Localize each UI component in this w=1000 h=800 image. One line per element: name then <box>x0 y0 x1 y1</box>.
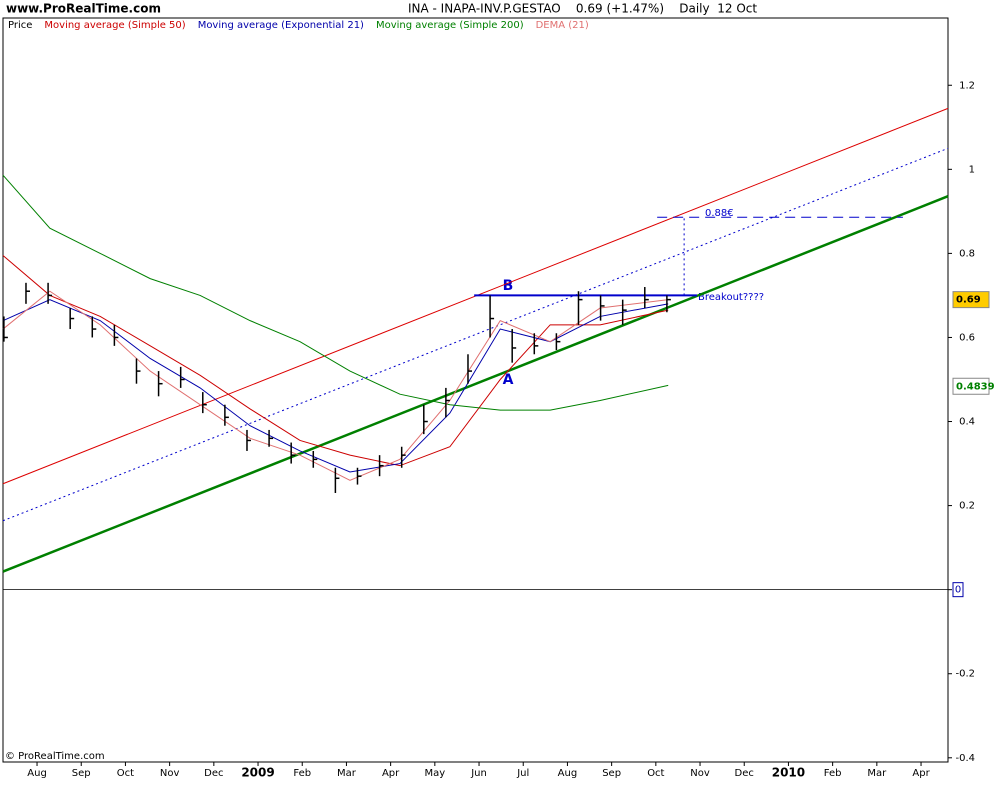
y-tick-label: -0.2 <box>955 669 975 680</box>
x-tick-label: Jun <box>470 768 487 779</box>
zero-label-box <box>952 582 964 598</box>
legend-entry: Moving average (Simple 200) <box>376 20 524 31</box>
moving-average <box>2 290 669 481</box>
x-tick-label: Sep <box>602 768 621 779</box>
x-tick-label: Apr <box>912 768 930 779</box>
price-tag: 0.4839 <box>956 381 995 392</box>
x-tick-label: Aug <box>27 768 47 779</box>
y-tick-label: 0.6 <box>959 332 975 343</box>
legend-entry: DEMA (21) <box>536 20 589 31</box>
x-tick-label: Oct <box>647 768 664 779</box>
x-tick-label: Nov <box>690 768 710 779</box>
price-tag-box <box>952 291 990 309</box>
moving-average <box>2 174 669 411</box>
site-name: www.ProRealTime.com <box>6 2 161 16</box>
x-tick-label: Mar <box>867 768 887 779</box>
x-tick-label: Oct <box>117 768 134 779</box>
moving-average <box>2 299 669 473</box>
y-tick-label: 0.4 <box>959 417 975 428</box>
x-tick-label: 2009 <box>241 766 274 780</box>
legend-entry: Moving average (Simple 50) <box>44 20 185 31</box>
y-tick-label: 0 <box>955 585 961 596</box>
x-tick-label: Sep <box>72 768 91 779</box>
legend-entry: Price <box>8 20 32 31</box>
y-tick-label: 0.2 <box>959 501 975 512</box>
annotation-a: A <box>503 372 514 388</box>
x-tick-label: May <box>424 768 445 779</box>
x-tick-label: Dec <box>204 768 223 779</box>
x-tick-label: Jul <box>516 768 529 779</box>
moving-average <box>2 255 669 467</box>
legend-entry: Moving average (Exponential 21) <box>198 20 364 31</box>
x-tick-label: Aug <box>558 768 578 779</box>
y-tick-label: 1 <box>969 164 975 175</box>
annotation-breakout: Breakout???? <box>698 292 764 303</box>
x-tick-label: Feb <box>824 768 842 779</box>
x-tick-label: Feb <box>293 768 311 779</box>
plot-frame <box>2 17 949 763</box>
y-tick-label: 0.8 <box>959 248 975 259</box>
trendline <box>2 147 949 522</box>
price-tag-box <box>952 377 990 395</box>
chart-title: INA - INAPA-INV.P.GESTAO 0.69 (+1.47%) D… <box>408 2 757 16</box>
y-tick-label: 1.2 <box>959 80 975 91</box>
copyright: © ProRealTime.com <box>5 751 105 762</box>
x-tick-label: Nov <box>160 768 180 779</box>
annotation-target: 0.88€ <box>705 208 734 219</box>
y-tick-label: -0.4 <box>955 753 975 764</box>
annotation-b: B <box>503 278 514 294</box>
x-tick-label: Mar <box>337 768 357 779</box>
x-tick-label: Apr <box>382 768 400 779</box>
trendline <box>2 195 949 573</box>
x-tick-label: 2010 <box>772 766 805 780</box>
x-tick-label: Dec <box>735 768 754 779</box>
price-tag: 0.69 <box>956 295 981 306</box>
